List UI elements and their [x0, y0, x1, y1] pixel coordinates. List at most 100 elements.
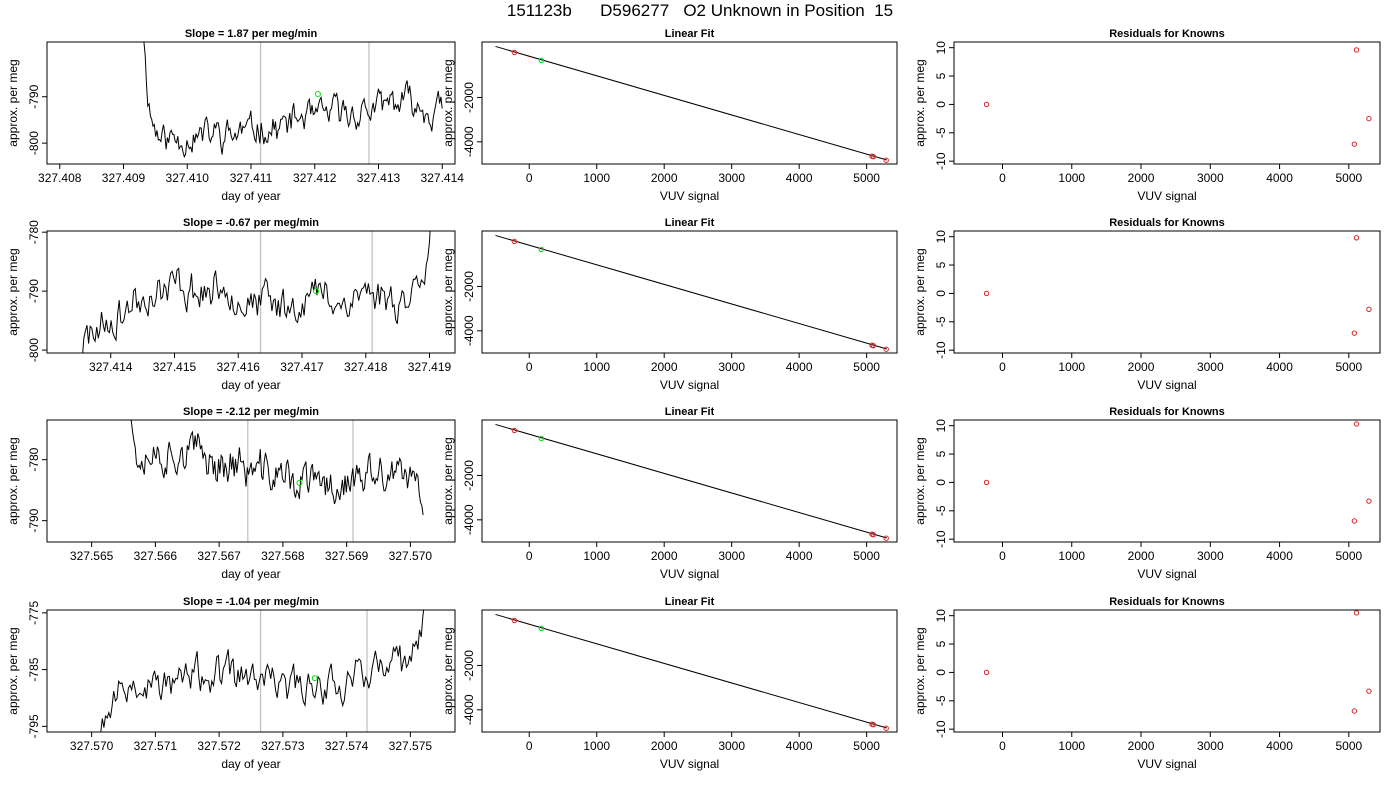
residual-point	[1366, 306, 1372, 313]
x-tick-label: 327.566	[134, 549, 178, 563]
unknown-point	[538, 435, 545, 442]
y-axis-label: approx. per meg	[6, 248, 20, 335]
y-axis-label: approx. per meg	[913, 248, 927, 335]
y-axis-label: approx. per meg	[6, 437, 20, 524]
x-tick-label: 0	[526, 360, 533, 374]
x-tick-label: 1000	[1058, 360, 1085, 374]
known-point	[883, 725, 889, 731]
fit-line	[495, 45, 888, 161]
x-tick-label: 3000	[1197, 360, 1224, 374]
x-tick-label: 5000	[853, 171, 880, 185]
panel-title: Residuals for Knowns	[1109, 406, 1225, 418]
x-tick-label: 327.567	[197, 549, 241, 563]
x-tick-label: 2000	[651, 171, 678, 185]
y-tick-label: -790	[27, 84, 41, 108]
residual-point	[1366, 498, 1372, 504]
plot-frame	[481, 419, 898, 543]
x-tick-label: 4000	[1266, 171, 1293, 185]
y-tick-label: -4000	[462, 504, 476, 535]
x-tick-label: 3000	[1197, 739, 1224, 753]
x-tick-label: 0	[999, 171, 1006, 185]
y-tick-label: -5	[934, 695, 948, 706]
x-tick-label: 327.568	[261, 549, 305, 563]
y-axis-label: approx. per meg	[441, 59, 455, 146]
panel-title: Linear Fit	[665, 28, 715, 40]
residual-point	[983, 669, 990, 676]
x-tick-label: 327.573	[261, 739, 305, 753]
x-tick-label: 3000	[718, 739, 745, 753]
x-tick-label: 1000	[583, 171, 610, 185]
x-tick-label: 2000	[1128, 739, 1155, 753]
x-tick-label: 2000	[1128, 171, 1155, 185]
y-tick-label: 5	[934, 72, 948, 79]
unknown-point	[296, 479, 303, 486]
x-tick-label: 1000	[1058, 739, 1085, 753]
panel-title: Slope = 1.87 per meg/min	[185, 28, 318, 40]
y-tick-label: -790	[27, 279, 41, 303]
x-tick-label: 5000	[1335, 171, 1362, 185]
x-axis-label: VUV signal	[1137, 757, 1196, 771]
x-tick-label: 5000	[1335, 549, 1362, 563]
x-tick-label: 327.414	[421, 171, 465, 185]
known-point	[883, 346, 889, 352]
y-tick-label: 10	[934, 230, 948, 244]
x-tick-label: 4000	[786, 360, 813, 374]
x-axis-label: VUV signal	[660, 189, 719, 203]
y-tick-label: -10	[934, 720, 948, 738]
x-axis-label: VUV signal	[660, 378, 719, 392]
x-tick-label: 327.570	[389, 549, 433, 563]
x-tick-label: 0	[526, 171, 533, 185]
x-tick-label: 4000	[1266, 360, 1293, 374]
y-tick-label: -4000	[462, 315, 476, 346]
data-trace	[100, 610, 425, 732]
unknown-point	[311, 675, 318, 682]
plot-frame	[953, 609, 1381, 733]
y-axis-label: approx. per meg	[6, 59, 20, 146]
residual-point	[1353, 610, 1360, 616]
x-tick-label: 0	[999, 549, 1006, 563]
x-tick-label: 327.574	[325, 739, 369, 753]
x-tick-label: 327.409	[102, 171, 146, 185]
x-tick-label: 327.571	[134, 739, 178, 753]
y-tick-label: -2000	[462, 271, 476, 302]
fit-line	[495, 613, 888, 729]
unknown-point	[538, 625, 545, 632]
residual-point	[1351, 330, 1358, 336]
y-axis-label: approx. per meg	[913, 59, 927, 146]
y-tick-label: -5	[934, 505, 948, 516]
y-axis-label: approx. per meg	[441, 627, 455, 714]
x-tick-label: 327.575	[389, 739, 433, 753]
known-point	[870, 531, 877, 538]
y-tick-label: 0	[934, 479, 948, 486]
residual-point	[1366, 688, 1372, 694]
x-tick-label: 4000	[1266, 739, 1293, 753]
y-tick-label: -2000	[462, 650, 476, 681]
x-axis-label: day of year	[221, 189, 280, 203]
y-tick-label: -775	[27, 601, 41, 625]
residual-point	[1366, 115, 1372, 122]
unknown-point	[314, 90, 321, 97]
y-tick-label: -790	[27, 508, 41, 532]
x-tick-label: 0	[526, 739, 533, 753]
data-trace	[143, 42, 443, 159]
x-tick-label: 327.412	[293, 171, 337, 185]
y-tick-label: -795	[27, 714, 41, 738]
y-axis-label: approx. per meg	[441, 437, 455, 524]
x-tick-label: 5000	[853, 549, 880, 563]
x-axis-label: day of year	[221, 378, 280, 392]
y-tick-label: 0	[934, 101, 948, 108]
plot-frame	[46, 419, 456, 543]
x-axis-label: VUV signal	[660, 757, 719, 771]
x-tick-label: 327.416	[217, 360, 261, 374]
y-tick-label: -2000	[462, 460, 476, 491]
known-point	[870, 342, 877, 349]
x-tick-label: 0	[999, 360, 1006, 374]
data-trace	[82, 231, 431, 353]
y-tick-label: -5	[934, 316, 948, 327]
y-axis-label: approx. per meg	[913, 437, 927, 524]
known-point	[870, 721, 877, 728]
x-tick-label: 2000	[651, 360, 678, 374]
x-tick-label: 327.572	[197, 739, 241, 753]
plot-frame	[953, 230, 1381, 354]
